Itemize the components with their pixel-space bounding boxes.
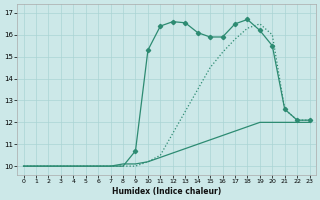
- X-axis label: Humidex (Indice chaleur): Humidex (Indice chaleur): [112, 187, 221, 196]
